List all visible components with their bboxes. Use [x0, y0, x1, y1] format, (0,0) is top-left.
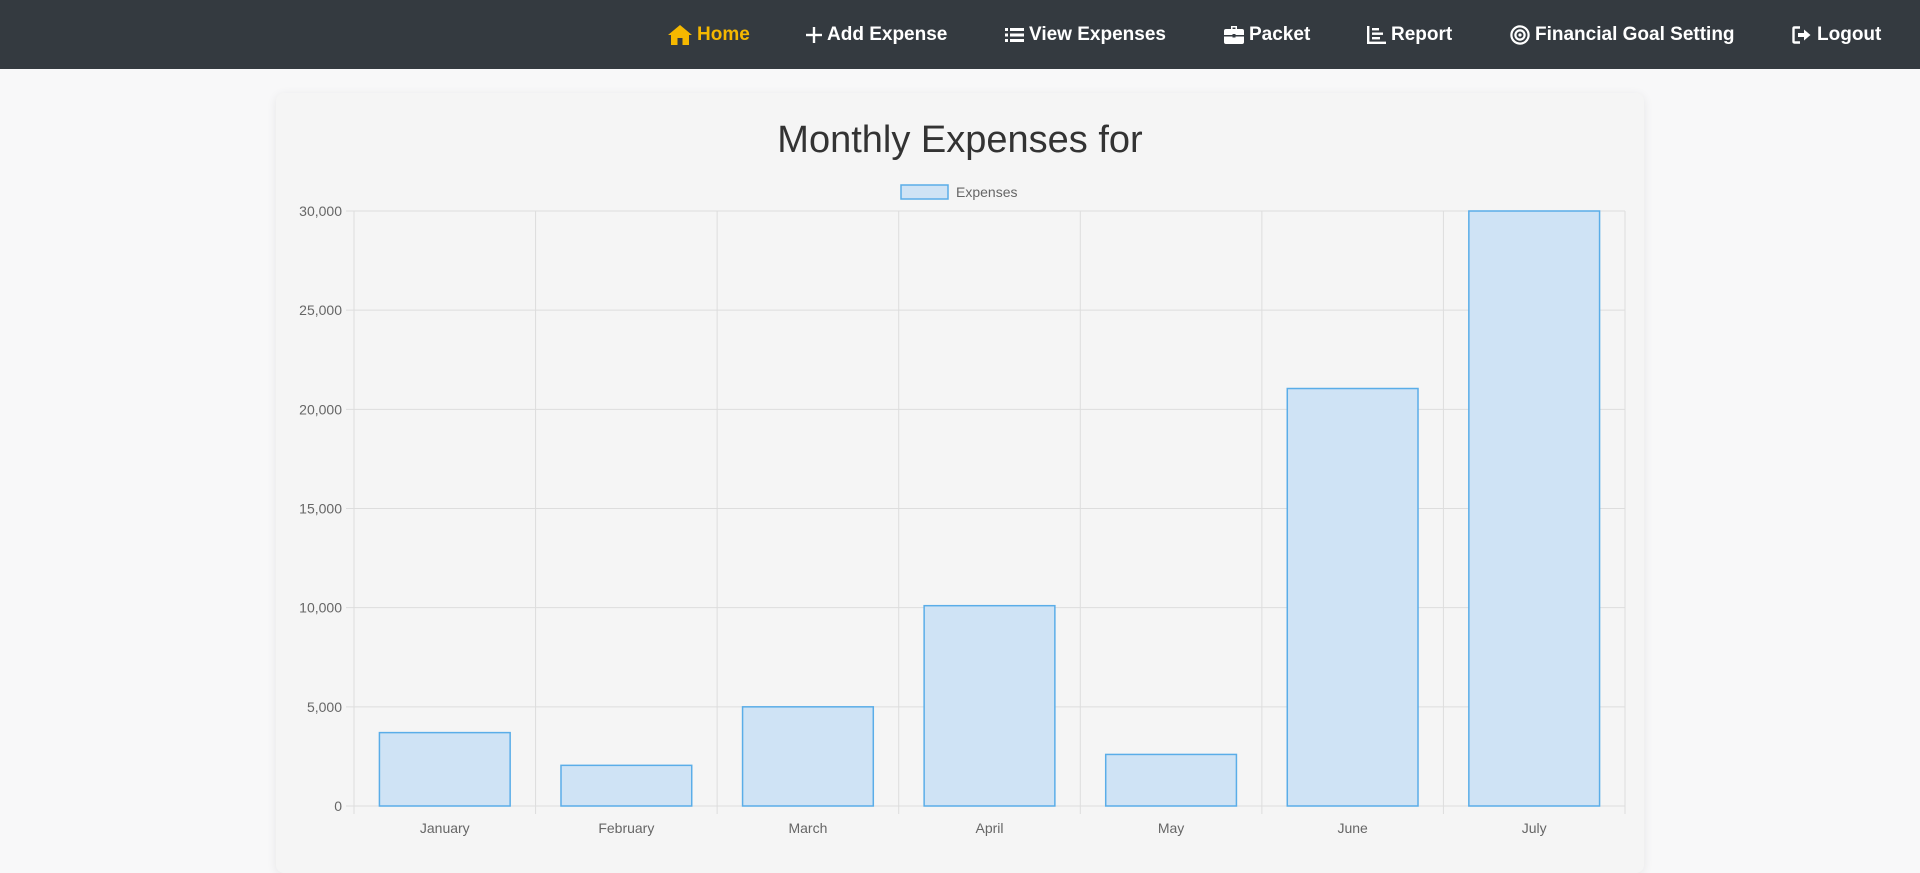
chart-icon — [1367, 25, 1386, 44]
plus-icon — [806, 26, 822, 43]
nav-add-expense[interactable]: Add Expense — [806, 0, 947, 69]
x-tick-label: February — [598, 820, 654, 836]
nav-report-label: Report — [1391, 23, 1453, 45]
nav-add-expense-label: Add Expense — [827, 23, 948, 45]
nav-logout-label: Logout — [1817, 23, 1882, 45]
x-tick-label: March — [788, 820, 827, 836]
bar — [560, 764, 693, 807]
x-tick-label: July — [1522, 820, 1547, 836]
top-navbar: Home Add Expense View Expenses Packet — [0, 0, 1920, 69]
bar — [923, 604, 1056, 807]
bar — [378, 731, 511, 807]
y-tick-label: 30,000 — [299, 203, 342, 219]
nav-packet-label: Packet — [1249, 23, 1311, 45]
target-icon — [1510, 24, 1530, 45]
bar — [1468, 210, 1601, 807]
nav-view-expenses[interactable]: View Expenses — [1005, 0, 1166, 69]
y-tick-label: 15,000 — [299, 501, 342, 517]
nav-financial-goal-setting-label: Financial Goal Setting — [1535, 23, 1735, 45]
x-tick-label: April — [975, 820, 1003, 836]
bar — [1104, 753, 1238, 807]
nav-logout[interactable]: Logout — [1792, 0, 1881, 69]
nav-report[interactable]: Report — [1367, 0, 1452, 69]
list-icon — [1005, 27, 1024, 42]
y-tick-label: 5,000 — [307, 699, 342, 715]
x-tick-label: June — [1337, 820, 1368, 836]
nav-view-expenses-label: View Expenses — [1029, 23, 1166, 45]
home-icon — [668, 24, 692, 45]
logout-icon — [1792, 25, 1811, 44]
bar — [1286, 387, 1419, 807]
legend-swatch — [900, 184, 949, 200]
x-tick-label: January — [420, 820, 470, 836]
page-title: Monthly Expenses for — [777, 119, 1143, 161]
nav-packet[interactable]: Packet — [1224, 0, 1310, 69]
nav-financial-goal-setting[interactable]: Financial Goal Setting — [1510, 0, 1735, 69]
x-tick-label: May — [1158, 820, 1184, 836]
y-tick-label: 25,000 — [299, 302, 342, 318]
bar — [741, 706, 875, 807]
briefcase-icon — [1224, 25, 1244, 44]
nav-home-label: Home — [697, 23, 750, 45]
nav-home[interactable]: Home — [668, 0, 750, 69]
legend-label: Expenses — [956, 184, 1017, 200]
y-tick-label: 0 — [334, 798, 342, 814]
y-tick-label: 20,000 — [299, 401, 342, 417]
y-tick-label: 10,000 — [299, 600, 342, 616]
